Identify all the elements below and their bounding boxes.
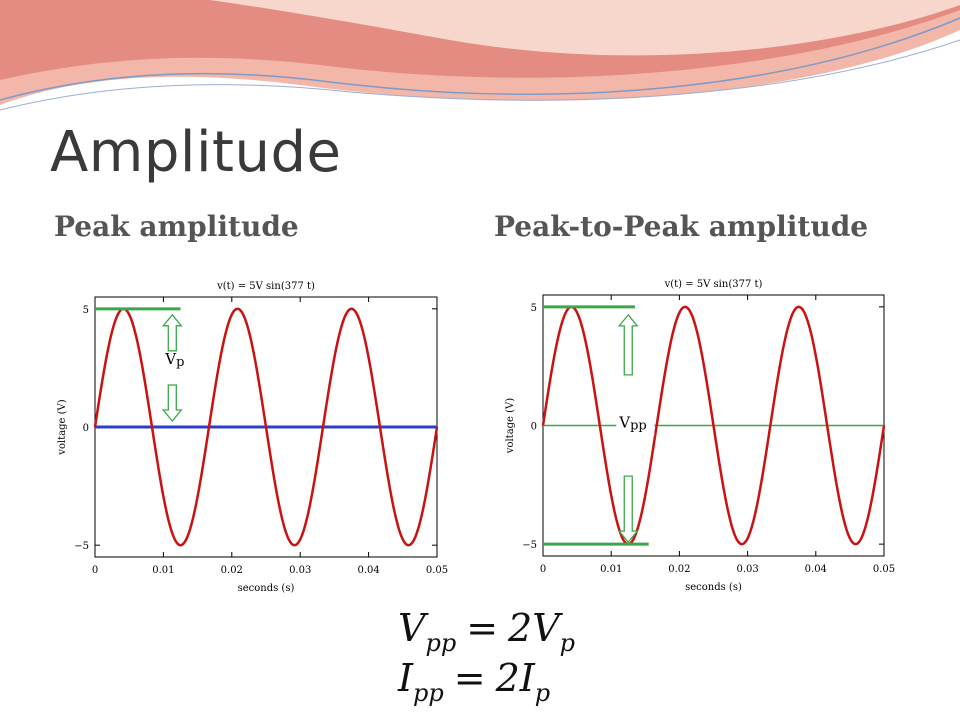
formula-vpp-lhs: V [398,606,426,650]
right-x-tick-label: 0.02 [668,564,690,575]
right-x-tick-label: 0.04 [805,564,827,575]
chart-peak-to-peak-amplitude-svg: v(t) = 5V sin(377 t) 0 0.01 0.02 0.03 0.04 0.0… [505,279,895,593]
right-chart-title: v(t) = 5V sin(377 t) [664,279,763,290]
formula-ipp-lhs: I [398,656,414,700]
right-down-arrow-icon [617,475,639,544]
formula-ipp-rhs: 2I [495,656,535,700]
chart-peak-amplitude-svg: v(t) = 5V sin(377 t) 0 0.01 0.02 0.03 0.04 0.0… [57,281,448,594]
left-y-tick-label: 0 [83,423,89,434]
formula-ipp: Ipp = 2Ip [398,656,550,707]
right-sine-series [541,305,886,546]
right-x-axis-label: seconds (s) [685,582,742,593]
formula-ipp-rhs-sub: p [534,679,551,707]
right-y-axis-label: voltage (V) [505,398,516,454]
formula-ipp-equals: = [453,656,486,700]
right-y-tick-label: 0 [531,422,537,433]
right-annotation-label-main: V [618,414,631,432]
right-annotation-label-sub: pp [630,419,647,434]
left-x-tick-label: 0 [92,565,98,576]
left-annotation-label-main: V [164,350,177,368]
chart-peak-to-peak-amplitude: v(t) = 5V sin(377 t) 0 0.01 0.02 0.03 0.04 0.0… [497,270,900,600]
subtitle-peak-to-peak-amplitude: Peak-to-Peak amplitude [494,210,869,243]
left-y-axis-label: voltage (V) [57,399,68,455]
right-x-tick-label: 0.01 [600,564,622,575]
subtitle-peak-amplitude: Peak amplitude [54,210,299,243]
right-annotation-label: Vpp [618,414,647,434]
left-y-tick-label: −5 [74,541,89,552]
right-x-tick-label: 0 [540,564,546,575]
left-up-arrow-icon [161,313,183,352]
left-y-tick-label: 5 [83,305,89,316]
left-x-axis-label: seconds (s) [238,583,295,594]
header-wave-banner [0,0,960,111]
left-x-tick-label: 0.02 [221,565,243,576]
left-sine-series [93,307,439,547]
formula-vpp-equals: = [466,606,499,650]
left-down-arrow-icon [161,384,183,423]
chart-peak-amplitude: v(t) = 5V sin(377 t) 0 0.01 0.02 0.03 0.04 0.0… [47,270,460,600]
left-annotation-label: Vp [164,350,184,370]
left-x-tick-label: 0.01 [152,565,174,576]
left-x-tick-label: 0.05 [426,565,448,576]
slide-title: Amplitude [50,120,342,185]
right-x-tick-label: 0.03 [736,564,758,575]
right-up-arrow-icon [617,313,639,376]
right-x-tick-label: 0.05 [873,564,895,575]
formula-vpp-rhs: 2V [508,606,560,650]
left-annotation-label-sub: p [176,355,184,370]
formula-vpp-rhs-sub: p [559,629,576,657]
left-chart-title: v(t) = 5V sin(377 t) [216,281,315,292]
formula-vpp-lhs-sub: pp [425,629,457,657]
left-x-tick-label: 0.04 [357,565,379,576]
right-y-tick-label: −5 [522,540,537,551]
formula-vpp: Vpp = 2Vp [398,606,575,657]
left-x-tick-label: 0.03 [289,565,311,576]
right-y-tick-label: 5 [531,303,537,314]
right-annotation-label-bg [616,413,655,436]
formula-ipp-lhs-sub: pp [413,679,444,707]
